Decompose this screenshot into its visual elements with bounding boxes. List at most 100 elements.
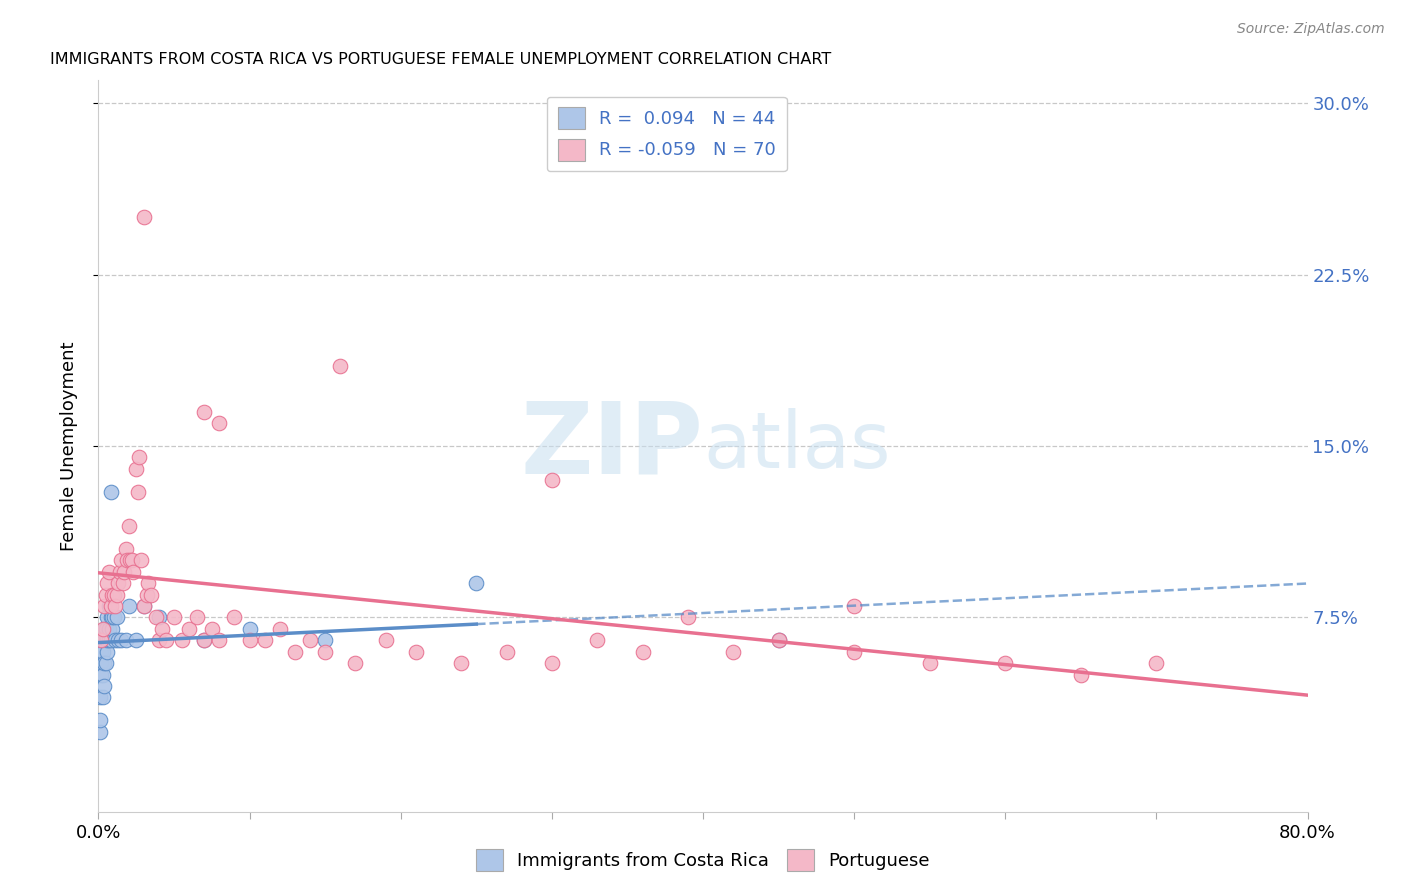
Point <box>90 667 112 681</box>
Point <box>100 633 122 648</box>
Point <box>269 622 291 636</box>
Point <box>91 622 114 636</box>
Y-axis label: Female Unemployment: Female Unemployment <box>59 342 77 550</box>
Point <box>114 541 136 556</box>
Point <box>155 633 177 648</box>
Point <box>768 633 790 648</box>
Point <box>100 484 122 499</box>
Point <box>93 599 115 613</box>
Point <box>103 610 125 624</box>
Point <box>103 588 125 602</box>
Point <box>284 645 307 659</box>
Point <box>193 633 215 648</box>
Point <box>94 656 117 670</box>
Point <box>141 588 163 602</box>
Point <box>90 645 112 659</box>
Point <box>540 656 562 670</box>
Point <box>239 633 262 648</box>
Point <box>89 714 111 728</box>
Point <box>329 359 352 373</box>
Point <box>631 645 654 659</box>
Point <box>98 622 121 636</box>
Point <box>1144 656 1167 670</box>
Point <box>135 588 157 602</box>
Point <box>91 667 114 681</box>
Point <box>844 645 866 659</box>
Point <box>107 576 129 591</box>
Point <box>129 553 152 567</box>
Point <box>94 633 117 648</box>
Point <box>148 633 170 648</box>
Point <box>98 565 121 579</box>
Point <box>193 633 215 648</box>
Point <box>101 588 124 602</box>
Point <box>170 633 193 648</box>
Point <box>676 610 699 624</box>
Point <box>111 576 134 591</box>
Legend: R =  0.094   N = 44, R = -0.059   N = 70: R = 0.094 N = 44, R = -0.059 N = 70 <box>547 96 787 171</box>
Point <box>105 588 128 602</box>
Point <box>224 610 246 624</box>
Point <box>150 622 173 636</box>
Point <box>121 553 143 567</box>
Point <box>179 622 201 636</box>
Point <box>91 690 114 705</box>
Point <box>314 633 336 648</box>
Point <box>120 553 142 567</box>
Point <box>118 599 141 613</box>
Point <box>93 633 115 648</box>
Point <box>163 610 186 624</box>
Point <box>540 473 562 487</box>
Point <box>299 633 322 648</box>
Point <box>96 633 118 648</box>
Point <box>93 679 115 693</box>
Point <box>374 633 396 648</box>
Point <box>90 633 112 648</box>
Point <box>208 416 231 430</box>
Point <box>89 724 111 739</box>
Point <box>93 622 115 636</box>
Text: IMMIGRANTS FROM COSTA RICA VS PORTUGUESE FEMALE UNEMPLOYMENT CORRELATION CHART: IMMIGRANTS FROM COSTA RICA VS PORTUGUESE… <box>51 52 831 67</box>
Point <box>132 211 155 225</box>
Point <box>125 633 148 648</box>
Point <box>104 599 127 613</box>
Point <box>465 576 488 591</box>
Point <box>98 633 121 648</box>
Point <box>450 656 472 670</box>
Point <box>115 553 138 567</box>
Point <box>844 599 866 613</box>
Point <box>118 519 141 533</box>
Point <box>125 462 148 476</box>
Point <box>94 588 117 602</box>
Text: ZIP: ZIP <box>520 398 703 494</box>
Point <box>90 633 112 648</box>
Point <box>90 656 112 670</box>
Point <box>100 610 122 624</box>
Point <box>405 645 427 659</box>
Point <box>208 633 231 648</box>
Point <box>132 599 155 613</box>
Point <box>100 599 122 613</box>
Point <box>128 450 150 465</box>
Text: Source: ZipAtlas.com: Source: ZipAtlas.com <box>1237 22 1385 37</box>
Point <box>96 576 118 591</box>
Legend: Immigrants from Costa Rica, Portuguese: Immigrants from Costa Rica, Portuguese <box>468 842 938 879</box>
Point <box>104 633 127 648</box>
Point <box>96 645 118 659</box>
Point <box>586 633 609 648</box>
Point <box>96 610 118 624</box>
Point <box>918 656 941 670</box>
Point <box>89 690 111 705</box>
Point <box>110 553 132 567</box>
Point <box>105 610 128 624</box>
Point <box>112 565 135 579</box>
Point <box>723 645 745 659</box>
Point <box>495 645 517 659</box>
Point <box>314 645 336 659</box>
Point <box>91 645 114 659</box>
Point <box>101 622 124 636</box>
Point <box>201 622 224 636</box>
Point <box>186 610 208 624</box>
Point <box>193 405 215 419</box>
Point <box>114 633 136 648</box>
